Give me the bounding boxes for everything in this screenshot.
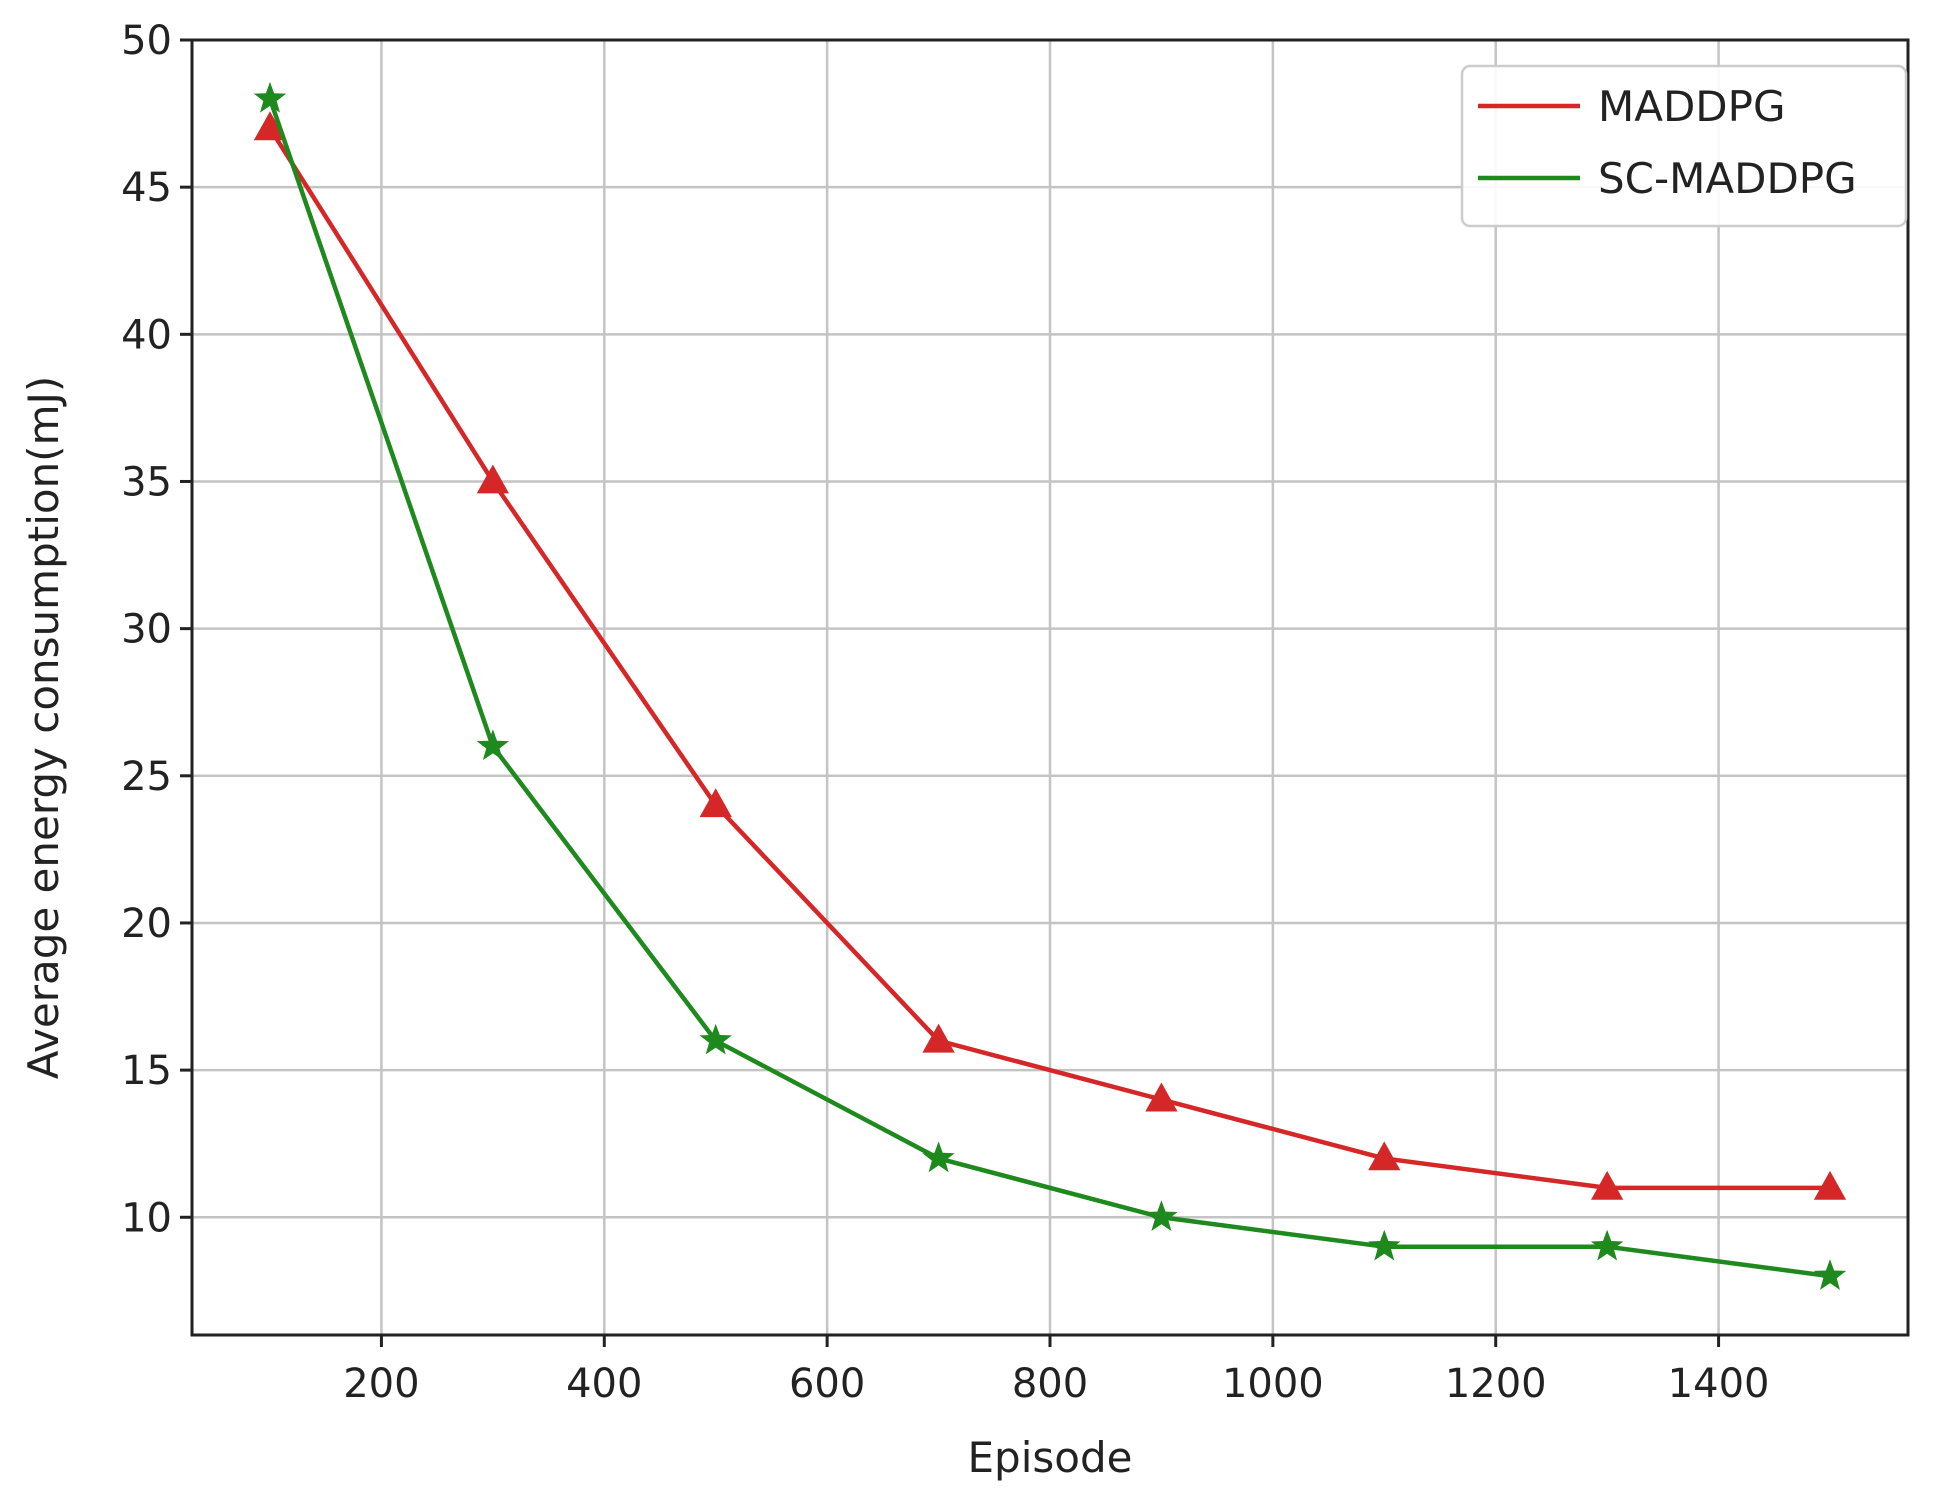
series-maddpg xyxy=(253,111,1847,1200)
y-tick-label: 25 xyxy=(121,754,172,800)
y-tick-label: 30 xyxy=(121,607,172,653)
data-point xyxy=(253,81,287,113)
x-tick-label: 800 xyxy=(1012,1361,1088,1407)
data-point xyxy=(922,1141,955,1173)
data-point xyxy=(1813,1259,1847,1290)
data-point xyxy=(253,111,287,141)
data-point xyxy=(1368,1141,1401,1171)
x-tick-label: 1400 xyxy=(1668,1361,1770,1407)
y-tick-label: 40 xyxy=(121,312,172,358)
data-point xyxy=(476,464,510,494)
legend: MADDPG SC-MADDPG xyxy=(1460,64,1908,228)
data-point xyxy=(922,1023,955,1053)
data-point xyxy=(1145,1082,1178,1112)
x-tick-label: 200 xyxy=(343,1361,419,1407)
x-axis-title: Episode xyxy=(968,1433,1133,1482)
y-tick-label: 10 xyxy=(121,1195,172,1241)
y-tick-label: 35 xyxy=(121,459,172,505)
data-point xyxy=(1590,1170,1624,1200)
data-point xyxy=(1591,1229,1624,1261)
x-tick-label: 400 xyxy=(566,1361,642,1407)
data-point xyxy=(699,1023,732,1055)
series-layer xyxy=(253,81,1847,1290)
y-tick-label: 20 xyxy=(121,901,172,947)
legend-label: SC-MADDPG xyxy=(1598,154,1857,203)
y-tick-label: 45 xyxy=(121,165,172,211)
x-tick-label: 1200 xyxy=(1445,1361,1547,1407)
ticks: 200 400 600 800 1000 1200 1400 10 15 20 25 30 35 40 45… xyxy=(121,18,1769,1407)
data-point xyxy=(1813,1170,1847,1200)
series-sc-maddpg xyxy=(253,81,1847,1290)
series-line xyxy=(267,98,1831,1279)
data-point xyxy=(1368,1229,1401,1261)
x-tick-label: 1000 xyxy=(1222,1361,1324,1407)
data-point xyxy=(1145,1200,1178,1231)
y-tick-label: 50 xyxy=(121,18,172,64)
grid xyxy=(192,38,1908,1335)
data-point xyxy=(699,788,732,818)
y-axis-title: Average energy consumption(mJ) xyxy=(19,376,68,1080)
data-point xyxy=(476,729,509,761)
series-line xyxy=(268,127,1830,1191)
x-tick-label: 600 xyxy=(789,1361,865,1407)
legend-label: MADDPG xyxy=(1598,82,1786,131)
y-tick-label: 15 xyxy=(121,1048,172,1094)
